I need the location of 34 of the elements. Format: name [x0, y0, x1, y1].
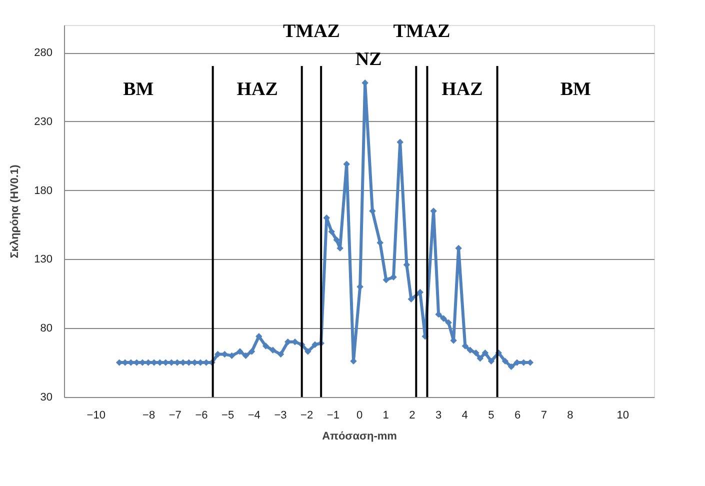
x-tick-label: −2 [300, 410, 314, 422]
annotation: BM [123, 79, 154, 100]
y-tick-label: 180 [34, 184, 52, 197]
x-tick-label: −6 [195, 410, 208, 422]
y-tick-label: 130 [34, 254, 52, 266]
x-tick-label: 7 [540, 410, 547, 422]
x-tick-label: −3 [274, 410, 287, 422]
y-tick-label: 230 [34, 116, 52, 128]
annotation: TMAZ [393, 21, 450, 42]
x-tick-label: −8 [142, 410, 156, 422]
x-tick-label: 10 [616, 410, 630, 422]
x-tick-label: 8 [567, 410, 574, 422]
annotation: TMAZ [282, 21, 340, 42]
annotation: HAZ [442, 79, 483, 100]
annotation: BM [560, 79, 592, 100]
x-tick-label: 6 [514, 410, 521, 422]
x-tick-label: 5 [488, 410, 494, 422]
x-tick-label: −7 [168, 410, 182, 422]
x-tick-label: −4 [248, 410, 260, 422]
x-tick-label: 4 [462, 410, 468, 422]
y-tick-label: 80 [40, 322, 52, 335]
y-tick-label: 30 [40, 392, 52, 404]
x-tick-label: 3 [435, 410, 442, 422]
x-tick-label: −1 [326, 410, 340, 422]
x-tick-label: 1 [382, 410, 389, 422]
annotation: NZ [355, 49, 382, 70]
y-axis-title: Σκληρόηα (HV0.1) [9, 164, 22, 258]
annotation: HAZ [236, 79, 278, 100]
x-axis-title: Απόσαση-mm [322, 430, 398, 442]
y-tick-label: 280 [34, 47, 52, 60]
x-tick-label: −10 [86, 410, 106, 422]
x-tick-label: −5 [222, 410, 234, 422]
x-tick-label: 0 [356, 410, 363, 422]
x-tick-label: 2 [409, 410, 416, 422]
